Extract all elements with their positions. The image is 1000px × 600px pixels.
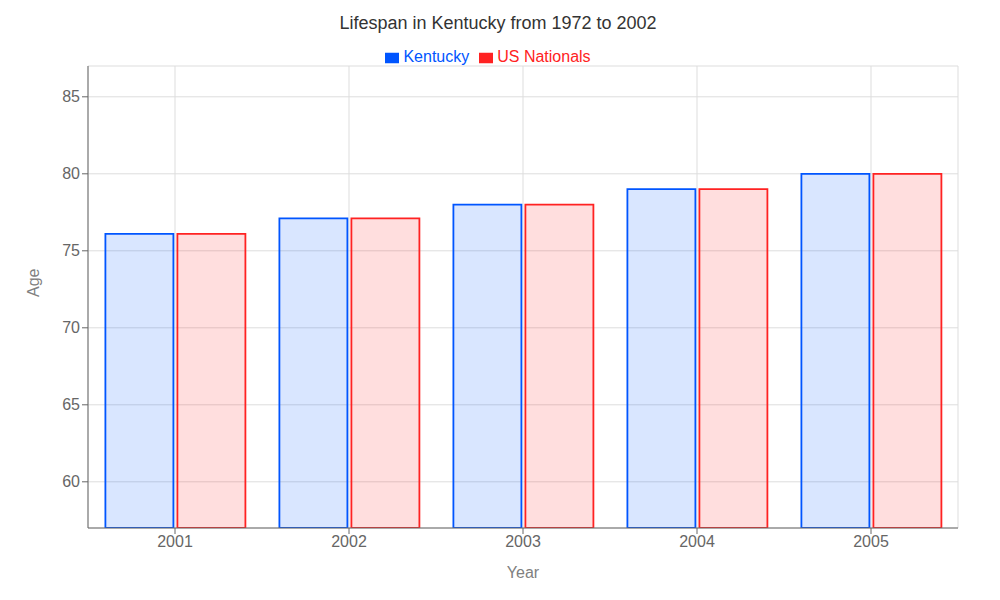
svg-text:65: 65 [62, 396, 80, 413]
svg-text:75: 75 [62, 242, 80, 259]
svg-text:85: 85 [62, 88, 80, 105]
svg-text:2005: 2005 [853, 533, 889, 550]
html-text:Kentucky: Kentucky [403, 48, 470, 65]
svg-text:2003: 2003 [505, 533, 541, 550]
svg-text:2002: 2002 [331, 533, 367, 550]
svg-text:2001: 2001 [157, 533, 193, 550]
svg-text:Age: Age [25, 268, 42, 297]
html-text:Lifespan in Kentucky from 1972: Lifespan in Kentucky from 1972 to 2002 [339, 13, 657, 33]
html-text:US Nationals: US Nationals [497, 48, 591, 65]
svg-text:2004: 2004 [679, 533, 715, 550]
svg-text:60: 60 [62, 473, 80, 490]
svg-text:80: 80 [62, 165, 80, 182]
svg-text:Year: Year [507, 564, 540, 581]
svg-text:70: 70 [62, 319, 80, 336]
